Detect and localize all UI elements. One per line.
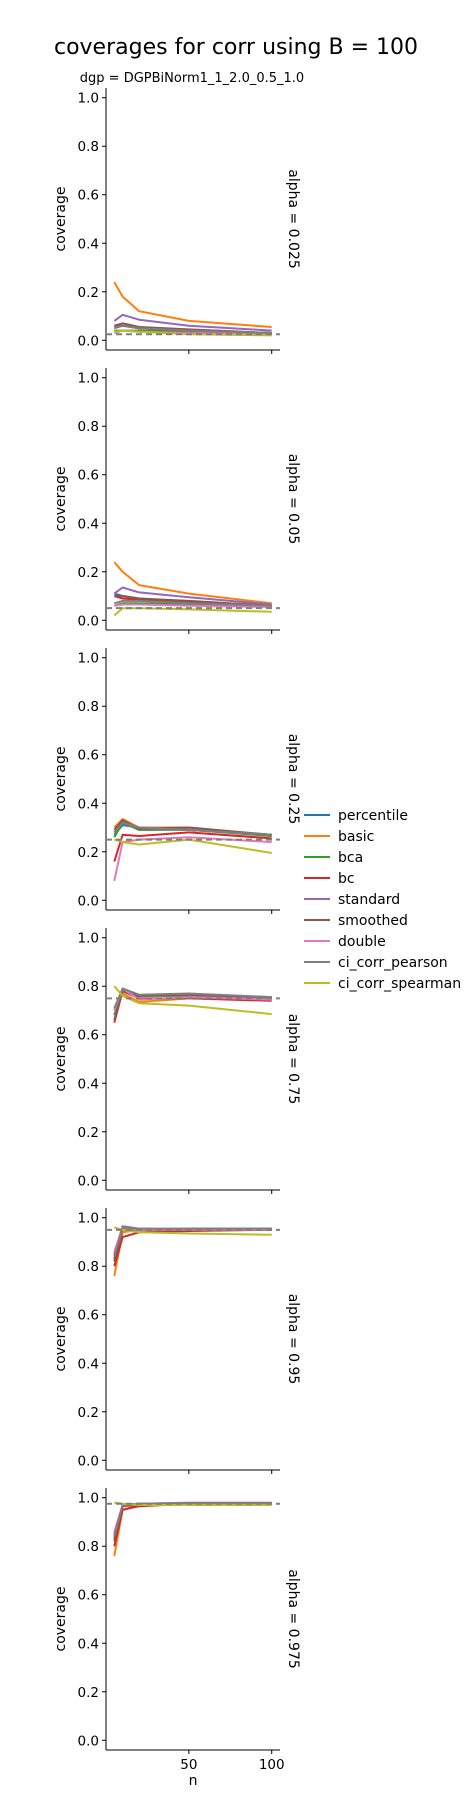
series-line-ci_corr_pearson [113,821,272,836]
y-axis-label: coverage [53,187,69,252]
y-tick-label: 0.2 [78,845,99,861]
series-line-ci_corr_spearman [114,838,272,854]
y-tick-label: 0.8 [78,699,99,715]
series-line-basic [113,1502,272,1557]
series-line-basic [113,281,272,328]
y-tick-label: 0.0 [78,893,99,909]
y-tick-label: 0.4 [78,796,99,812]
series-line-ci_corr_spearman [113,607,272,617]
chart-subtitle: dgp = DGPBiNorm1_1_2.0_0.5_1.0 [80,71,304,86]
panel-5: 0.0 0.2 0.4 0.6 0.8 1.0 50 100 coverage alpha = 0… [53,1488,301,1773]
x-axis-label: n [189,1773,198,1789]
y-tick-label: 0.0 [78,613,99,629]
y-tick-label: 0.8 [78,979,99,995]
series-line-basic [113,1228,272,1277]
y-tick-label: 0.0 [78,1453,99,1469]
y-tick-label: 0.4 [78,516,99,532]
y-tick-label: 0.0 [78,1173,99,1189]
y-axis-label: coverage [53,1587,69,1652]
series-line-double [114,603,272,608]
y-tick-label: 0.2 [78,565,99,581]
y-tick-label: 1.0 [78,371,99,387]
series-line-standard [113,1502,272,1535]
series-line-double [113,987,272,1011]
legend: percentile basic bca bc standard smoothed doub… [304,808,461,992]
y-tick-label: 0.8 [78,139,99,155]
series-line-smoothed [113,819,272,836]
legend-label-bca: bca [338,850,363,866]
y-tick-label: 1.0 [78,931,99,947]
legend-label-percentile: percentile [338,808,408,824]
series-line-ci_corr_pearson [113,1226,272,1257]
facet-label: alpha = 0.25 [285,734,301,825]
series-line-ci_corr_pearson [114,599,272,607]
y-tick-label: 0.2 [78,1405,99,1421]
legend-label-ci_corr_pearson: ci_corr_pearson [338,955,448,971]
y-tick-label: 0.8 [78,1539,99,1555]
y-tick-label: 1.0 [78,91,99,107]
y-tick-label: 0.2 [78,285,99,301]
y-tick-label: 0.8 [78,419,99,435]
series-line-standard [113,313,272,332]
x-tick-label: 50 [180,1757,197,1773]
series-line-ci_corr_pearson [113,1502,272,1537]
panel-0: 0.0 0.2 0.4 0.6 0.8 1.0 coverage alpha = 0.025 [53,88,301,354]
panel-2: 0.0 0.2 0.4 0.6 0.8 1.0 coverage alpha = 0.25 [53,648,301,914]
facet-label: alpha = 0.025 [285,169,301,269]
y-tick-label: 0.2 [78,1125,99,1141]
panel-1: 0.0 0.2 0.4 0.6 0.8 1.0 coverage alpha = 0.05 [53,368,301,634]
series-line-ci_corr_spearman [113,985,272,1016]
facet-label: alpha = 0.975 [285,1569,301,1669]
y-tick-label: 0.6 [78,1308,99,1324]
y-tick-label: 0.6 [78,468,99,484]
legend-label-bc: bc [338,871,355,887]
y-axis-label: coverage [53,467,69,532]
panel-4: 0.0 0.2 0.4 0.6 0.8 1.0 coverage alpha = 0.95 [53,1208,301,1474]
legend-label-smoothed: smoothed [338,913,408,929]
y-tick-label: 1.0 [78,651,99,667]
series-line-percentile [113,1502,272,1542]
y-tick-label: 0.4 [78,236,99,252]
legend-label-standard: standard [338,892,400,908]
series-line-smoothed [114,595,272,607]
y-tick-label: 0.6 [78,188,99,204]
series-line-standard [113,586,272,606]
legend-label-basic: basic [338,829,374,845]
y-tick-label: 0.0 [78,333,99,349]
y-tick-label: 1.0 [78,1211,99,1227]
y-axis-label: coverage [53,1307,69,1372]
series-line-ci_corr_pearson [114,324,272,334]
y-tick-label: 0.6 [78,1028,99,1044]
chart-title: coverages for corr using B = 100 [54,35,418,60]
facet-label: alpha = 0.75 [285,1014,301,1105]
legend-label-double: double [338,934,386,950]
y-tick-label: 1.0 [78,1491,99,1507]
y-tick-label: 0.4 [78,1356,99,1372]
y-tick-label: 0.6 [78,748,99,764]
facet-label: alpha = 0.95 [285,1294,301,1385]
y-tick-label: 0.6 [78,1588,99,1604]
y-tick-label: 0.2 [78,1685,99,1701]
legend-label-ci_corr_spearman: ci_corr_spearman [338,976,461,992]
y-tick-label: 0.4 [78,1076,99,1092]
panel-3: 0.0 0.2 0.4 0.6 0.8 1.0 coverage alpha = 0.75 [53,928,301,1194]
x-tick-label: 100 [259,1757,285,1773]
y-axis-label: coverage [53,1027,69,1092]
y-tick-label: 0.8 [78,1259,99,1275]
series-line-basic [113,561,272,605]
series-line-bca [113,1502,272,1537]
series-line-smoothed [113,1502,272,1540]
y-tick-label: 0.4 [78,1636,99,1652]
facet-label: alpha = 0.05 [285,454,301,545]
series-line-bc [113,1502,272,1547]
y-axis-label: coverage [53,747,69,812]
y-tick-label: 0.0 [78,1733,99,1749]
series-line-ci_corr_pearson [113,987,272,1009]
series-line-bc [113,831,272,862]
